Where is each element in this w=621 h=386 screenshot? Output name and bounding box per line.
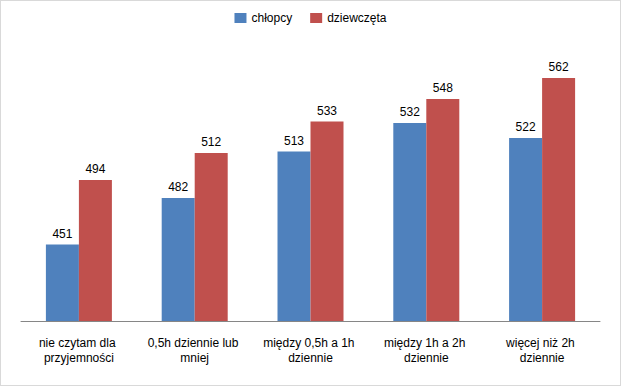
- svg-text:451: 451: [52, 227, 72, 241]
- svg-text:532: 532: [400, 105, 420, 119]
- svg-text:dziewczęta: dziewczęta: [327, 11, 387, 25]
- svg-text:między 1h a 2h: między 1h a 2h: [384, 336, 469, 350]
- svg-text:mniej: mniej: [180, 351, 209, 365]
- svg-text:513: 513: [284, 134, 304, 148]
- svg-text:548: 548: [433, 81, 453, 95]
- svg-text:dziennie: dziennie: [288, 351, 333, 365]
- svg-text:nie czytam dla: nie czytam dla: [39, 336, 119, 350]
- svg-text:0,5h dziennie lub: 0,5h dziennie lub: [148, 336, 242, 350]
- svg-text:522: 522: [516, 120, 536, 134]
- svg-text:482: 482: [168, 180, 188, 194]
- svg-text:przyjemności: przyjemności: [44, 351, 114, 365]
- svg-text:więcej niż 2h: więcej niż 2h: [505, 336, 578, 350]
- svg-text:między 0,5h a 1h: między 0,5h a 1h: [263, 336, 358, 350]
- svg-text:dziennie: dziennie: [520, 351, 565, 365]
- svg-text:512: 512: [201, 135, 221, 149]
- svg-text:dziennie: dziennie: [404, 351, 449, 365]
- svg-text:chłopcy: chłopcy: [251, 11, 292, 25]
- svg-text:494: 494: [85, 162, 105, 176]
- svg-text:562: 562: [549, 60, 569, 74]
- svg-text:533: 533: [317, 104, 337, 118]
